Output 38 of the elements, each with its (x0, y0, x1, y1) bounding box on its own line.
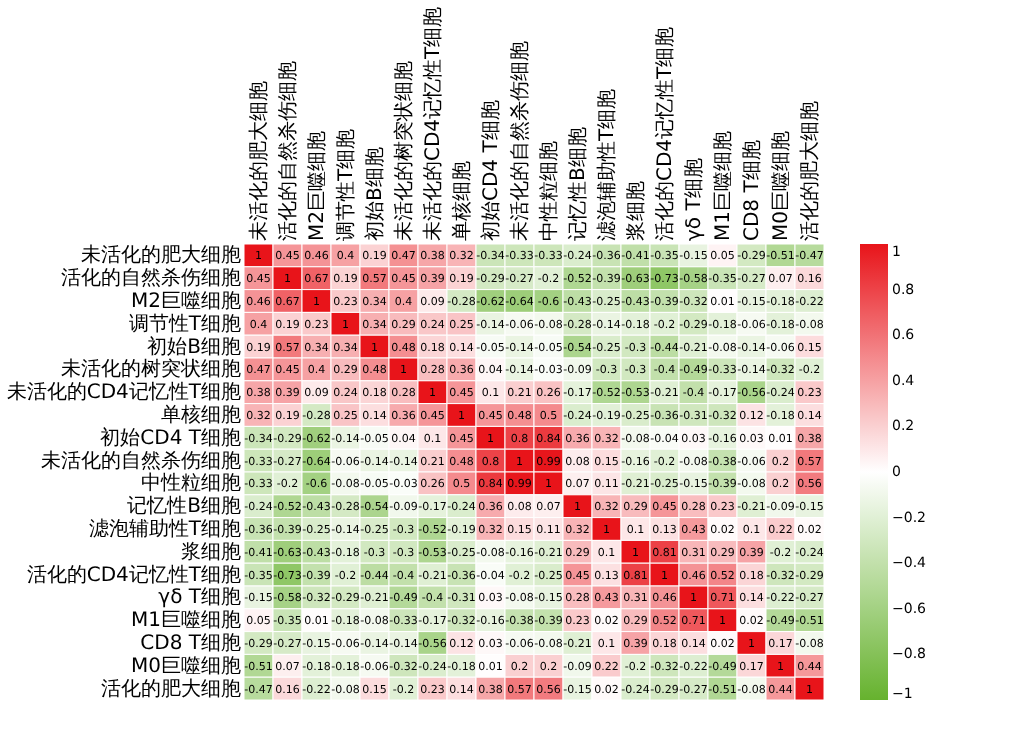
x-tick-label: 初始CD4 T细胞 (478, 100, 503, 241)
x-tick-label: 未活化的CD4记忆性T细胞 (420, 6, 445, 241)
x-tick-label: 浆细胞 (623, 181, 648, 241)
y-tick-label: 初始B细胞 (147, 334, 241, 359)
y-tick-label: 未活化的CD4记忆性T细胞 (6, 380, 241, 405)
y-tick-label: M2巨噬细胞 (131, 289, 241, 313)
y-tick-label: M0巨噬细胞 (131, 653, 241, 678)
x-tick-label: M0巨噬细胞 (768, 131, 793, 241)
x-tick-label: 中性粒细胞 (536, 141, 561, 241)
y-tick-label: 单核细胞 (161, 403, 241, 427)
y-tick-label: 未活化的肥大细胞 (81, 243, 241, 268)
y-tick-label: 滤泡辅助性T细胞 (88, 517, 241, 541)
x-tick-label: 记忆性B细胞 (565, 127, 590, 241)
x-tick-label: CD8 T细胞 (739, 140, 764, 241)
x-tick-label: γδ T细胞 (681, 158, 706, 241)
x-tick-label: 初始B细胞 (362, 147, 387, 241)
y-tick-label: 活化的肥大细胞 (101, 676, 241, 701)
y-tick-label: 未活化的自然杀伤细胞 (41, 448, 241, 473)
y-tick-label: 记忆性B细胞 (127, 494, 241, 519)
x-tick-label: 滤泡辅助性T细胞 (594, 88, 619, 241)
x-tick-label: M1巨噬细胞 (710, 131, 735, 241)
y-tick-label: γδ T细胞 (158, 585, 241, 610)
x-tick-label: 未活化的树突状细胞 (391, 61, 416, 241)
y-tick-label: 活化的CD4记忆性T细胞 (26, 562, 241, 587)
x-tick-label: 活化的肥大细胞 (797, 101, 822, 241)
x-tick-label: 调节性T细胞 (333, 128, 358, 241)
y-tick-label: 浆细胞 (181, 539, 241, 564)
y-tick-label: 中性粒细胞 (141, 471, 241, 496)
y-tick-label: 未活化的树突状细胞 (61, 357, 241, 382)
y-tick-label: 初始CD4 T细胞 (100, 425, 241, 450)
x-tick-label: 未活化的自然杀伤细胞 (507, 41, 532, 241)
y-tick-label: CD8 T细胞 (140, 631, 241, 655)
x-tick-label: M2巨噬细胞 (304, 131, 329, 241)
y-tick-label: 调节性T细胞 (128, 311, 241, 336)
x-tick-label: 活化的CD4记忆性T细胞 (652, 26, 677, 241)
y-tick-label: M1巨噬细胞 (131, 608, 241, 633)
x-tick-label: 单核细胞 (449, 161, 474, 241)
y-tick-label: 活化的自然杀伤细胞 (61, 266, 241, 291)
